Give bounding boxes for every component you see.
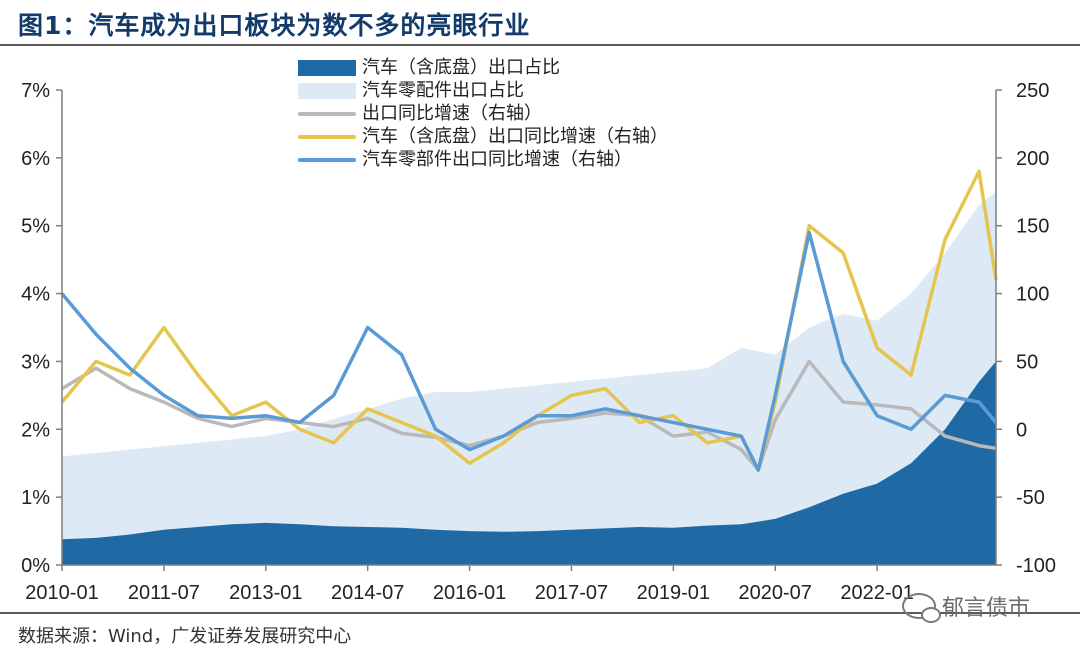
y-left-tick-label: 4%	[21, 284, 50, 306]
y-right-tick-label: 50	[1016, 351, 1038, 373]
legend-swatch	[298, 134, 356, 139]
legend-label: 汽车零部件出口同比增速（右轴）	[362, 149, 632, 170]
page-title: 图1：汽车成为出口板块为数不多的亮眼行业	[18, 11, 531, 40]
x-tick-label: 2013-01	[229, 582, 302, 604]
x-tick-label: 2010-01	[25, 582, 98, 604]
y-right-tick-label: 150	[1016, 216, 1049, 238]
x-tick-label: 2016-01	[433, 582, 506, 604]
axes-layer: 0% 1% 2% 3% 4% 5% 6% 7% -100 -50 0 50 100 150 200 250 20…	[21, 80, 1056, 604]
series-total-export-yoy-line	[61, 359, 997, 472]
x-tick-label: 2017-07	[535, 582, 608, 604]
y-right-tick-label: 100	[1016, 284, 1049, 306]
series-cars-export-yoy-line	[60, 169, 998, 472]
x-tick-label: 2020-07	[739, 582, 812, 604]
y-left-tick-label: 5%	[21, 216, 50, 238]
source-note: 数据来源：Wind，广发证券发展研究中心	[18, 626, 352, 647]
wechat-icon	[902, 593, 941, 623]
watermark: 郁言债市	[902, 590, 1031, 623]
legend-item: 出口同比增速（右轴）	[298, 102, 668, 125]
y-left-tick-label: 2%	[21, 419, 50, 441]
legend-swatch	[298, 59, 356, 76]
x-tick-label: 2019-01	[637, 582, 710, 604]
legend-label: 汽车（含底盘）出口占比	[362, 57, 560, 78]
y-right-tick-label: -50	[1016, 487, 1045, 509]
y-left-tick-label: 6%	[21, 148, 50, 170]
x-tick-label: 2022-01	[840, 582, 913, 604]
legend-item: 汽车（含底盘）出口同比增速（右轴）	[298, 125, 668, 148]
legend-label: 出口同比增速（右轴）	[362, 103, 542, 124]
lines-layer	[60, 169, 998, 472]
y-left-tick-label: 0%	[21, 555, 50, 577]
title-divider	[0, 44, 1080, 46]
y-right-tick-label: -100	[1016, 555, 1056, 577]
legend-label: 汽车零配件出口占比	[362, 80, 524, 101]
legend-item: 汽车（含底盘）出口占比	[298, 56, 668, 79]
legend: 汽车（含底盘）出口占比 汽车零配件出口占比 出口同比增速（右轴） 汽车（含底盘）…	[298, 56, 668, 171]
y-left-tick-label: 7%	[21, 80, 50, 102]
y-right-tick-label: 200	[1016, 148, 1049, 170]
legend-swatch	[298, 82, 356, 99]
y-left-tick-label: 3%	[21, 351, 50, 373]
series-parts-export-yoy-line	[60, 230, 998, 472]
legend-swatch	[298, 111, 356, 116]
watermark-label: 郁言债市	[942, 596, 1031, 621]
chart: 0% 1% 2% 3% 4% 5% 6% 7% -100 -50 0 50 100 150 200 250 20…	[21, 80, 1056, 604]
parts-area-layer	[62, 191, 996, 566]
legend-item: 汽车零部件出口同比增速（右轴）	[298, 148, 668, 171]
y-right-tick-label: 250	[1016, 80, 1049, 102]
y-right-tick-label: 0	[1016, 419, 1027, 441]
footer-divider	[0, 612, 1080, 614]
legend-swatch	[298, 157, 356, 162]
cars-area-layer	[62, 361, 996, 565]
series-cars-share-area	[62, 361, 996, 565]
x-tick-label: 2014-07	[331, 582, 404, 604]
series-parts-share-area	[62, 191, 996, 566]
legend-label: 汽车（含底盘）出口同比增速（右轴）	[362, 126, 668, 147]
x-tick-label: 2011-07	[128, 582, 200, 604]
legend-item: 汽车零配件出口占比	[298, 79, 668, 102]
y-left-tick-label: 1%	[21, 487, 50, 509]
